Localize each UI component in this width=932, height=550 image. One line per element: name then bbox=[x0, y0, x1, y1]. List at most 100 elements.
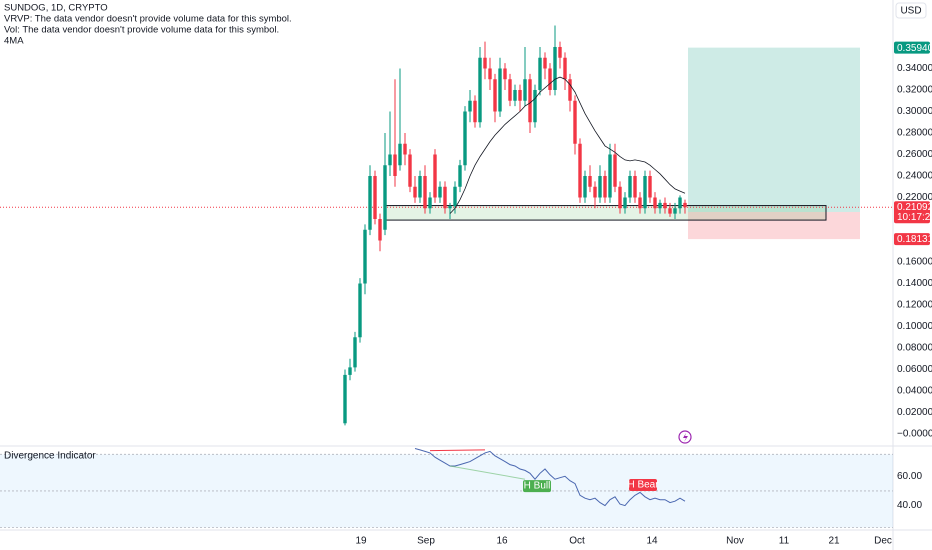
divergence-label-box bbox=[629, 479, 657, 492]
candle-body bbox=[553, 46, 557, 90]
candle-body bbox=[623, 197, 627, 209]
candle-body bbox=[668, 208, 672, 214]
candle-body bbox=[598, 176, 602, 198]
candle-body bbox=[388, 154, 392, 166]
candle-body bbox=[543, 57, 547, 69]
candle-body bbox=[673, 208, 677, 214]
candle-body bbox=[643, 176, 647, 209]
y-tick-label: 0.06000 bbox=[897, 364, 932, 375]
candle-body bbox=[653, 197, 657, 209]
candle-body bbox=[448, 206, 452, 209]
candle-body bbox=[498, 68, 502, 112]
candle-body bbox=[608, 154, 612, 198]
candle-body bbox=[398, 143, 402, 166]
x-tick-label: Sep bbox=[417, 536, 435, 547]
last-price-box bbox=[894, 201, 930, 224]
candle-body bbox=[358, 283, 362, 338]
candle-body bbox=[638, 197, 642, 209]
price-label-box bbox=[894, 41, 930, 54]
candle-body bbox=[418, 176, 422, 198]
x-tick-label: 11 bbox=[779, 536, 790, 547]
candle-body bbox=[508, 79, 512, 101]
bull-divergence-line bbox=[449, 465, 526, 480]
x-tick-label: 21 bbox=[828, 536, 840, 547]
candle-body bbox=[353, 337, 357, 368]
candle-body bbox=[618, 186, 622, 209]
indicator-line bbox=[414, 448, 686, 507]
candle-body bbox=[383, 165, 387, 230]
candle-body bbox=[538, 57, 542, 90]
countdown: 10:17:21 bbox=[897, 212, 932, 223]
candle-body bbox=[648, 176, 652, 198]
candle-body bbox=[573, 100, 577, 144]
divergence-label: H Bull bbox=[524, 481, 551, 492]
x-tick-label: 16 bbox=[496, 536, 508, 547]
last-price-label: 0.21092 bbox=[897, 202, 932, 213]
candle-body bbox=[678, 197, 682, 209]
candle-body bbox=[343, 374, 347, 424]
x-tick-label: 14 bbox=[646, 536, 658, 547]
y-tick-label: 0.24000 bbox=[897, 171, 932, 182]
indicator-pane: H Bull H Bear bbox=[0, 448, 893, 528]
bear-divergence-line bbox=[429, 449, 486, 452]
x-tick-label: Dec bbox=[874, 536, 892, 547]
candle-body bbox=[683, 202, 687, 208]
currency[interactable]: USD bbox=[900, 6, 921, 17]
candle-body bbox=[583, 176, 587, 198]
y-tick-label: 0.14000 bbox=[897, 278, 932, 289]
candle-body bbox=[433, 154, 437, 198]
symbol-title: SUNDOG, 1D, CRYPTO bbox=[4, 3, 108, 14]
indicator-note: VRVP: The data vendor doesn't provide vo… bbox=[4, 14, 292, 25]
indicator-tick-label: 40.00 bbox=[897, 500, 922, 511]
candle-body bbox=[428, 197, 432, 209]
candle-body bbox=[413, 186, 417, 198]
candle-body bbox=[658, 202, 662, 209]
axes: 60.00 40.00 0.34000 0.32000 0.30000 0.28000 0.… bbox=[355, 41, 932, 547]
candle-body bbox=[373, 176, 377, 220]
candle-body bbox=[628, 176, 632, 198]
candle-body bbox=[368, 176, 372, 230]
candle-body bbox=[403, 143, 407, 155]
candle-body bbox=[523, 79, 527, 101]
loss-zone bbox=[688, 211, 860, 240]
y-tick-label: 0.04000 bbox=[897, 386, 932, 397]
candle-body bbox=[533, 89, 537, 123]
indicator-note: Vol: The data vendor doesn't provide vol… bbox=[4, 25, 279, 36]
candle-body bbox=[438, 186, 442, 198]
y-tick-label: 0.22000 bbox=[897, 192, 932, 203]
candle-body bbox=[443, 186, 447, 209]
x-tick-label: Nov bbox=[726, 536, 744, 547]
candle-body bbox=[528, 79, 532, 123]
x-tick-label: 19 bbox=[355, 536, 367, 547]
candle-body bbox=[478, 57, 482, 123]
price-label: 0.35940 bbox=[897, 43, 932, 54]
price-label-box bbox=[894, 233, 930, 246]
y-tick-label: 0.30000 bbox=[897, 106, 932, 117]
ma-line bbox=[449, 76, 686, 214]
candle-body bbox=[453, 186, 457, 207]
candle-body bbox=[468, 100, 472, 112]
y-tick-label: 0.34000 bbox=[897, 63, 932, 74]
candle-body bbox=[548, 68, 552, 90]
candle-body bbox=[473, 100, 477, 123]
x-tick-label: Oct bbox=[569, 536, 585, 547]
candle-body bbox=[663, 202, 667, 209]
candle-body bbox=[563, 57, 567, 80]
y-tick-label: 0.32000 bbox=[897, 85, 932, 96]
candle-body bbox=[613, 154, 617, 187]
candle-body bbox=[593, 186, 597, 198]
y-tick-label: 0.02000 bbox=[897, 407, 932, 418]
candle-body bbox=[558, 46, 562, 58]
indicator-tick-label: 60.00 bbox=[897, 471, 922, 482]
candle-body bbox=[503, 68, 507, 80]
candle-body bbox=[518, 89, 522, 101]
candle-body bbox=[493, 79, 497, 112]
candle-body bbox=[458, 165, 462, 187]
profit-zone bbox=[688, 47, 860, 212]
candle-body bbox=[568, 79, 572, 101]
main-pane bbox=[0, 25, 893, 426]
divergence-label: H Bear bbox=[627, 480, 659, 491]
candle-body bbox=[483, 57, 487, 69]
currency-box[interactable] bbox=[895, 2, 927, 19]
